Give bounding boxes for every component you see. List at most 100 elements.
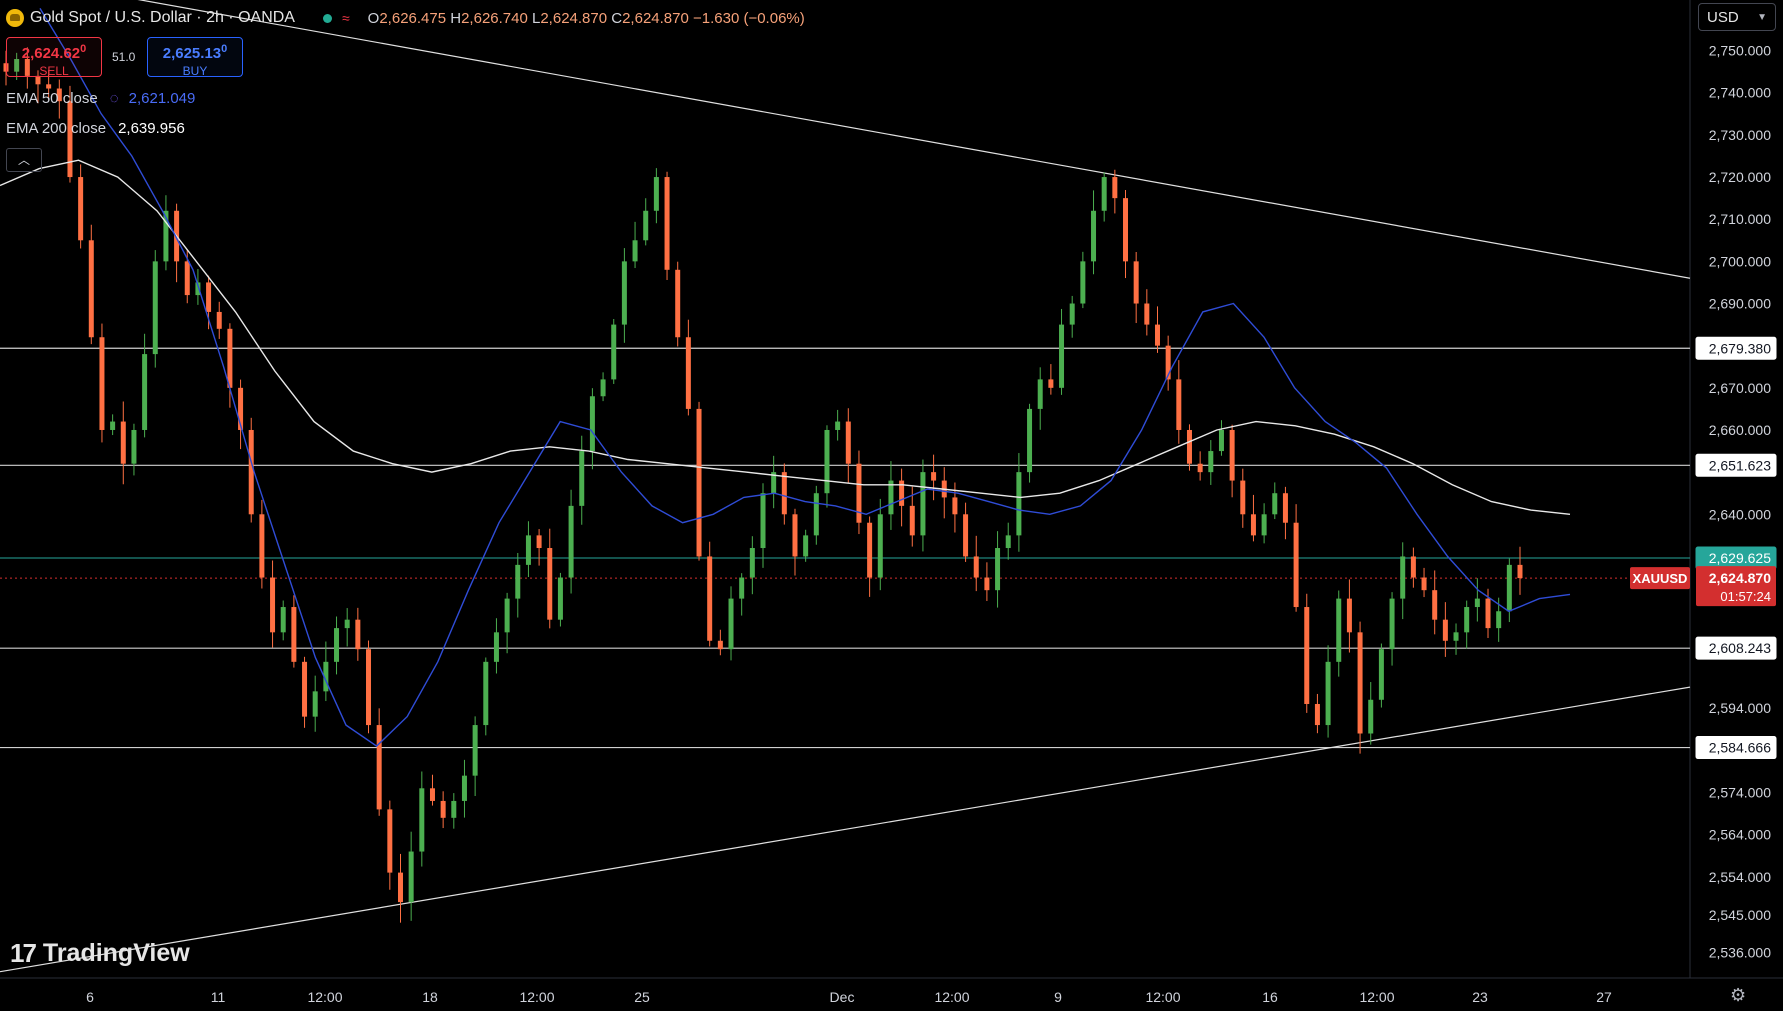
buy-button[interactable]: 2,625.130 BUY (147, 37, 243, 78)
candle-body (1506, 564, 1512, 612)
candle-body (739, 577, 745, 599)
ema200-line (0, 159, 1571, 515)
candle-body (707, 556, 713, 641)
candle-body (163, 210, 169, 262)
candle-body (1378, 649, 1384, 700)
candle-body (1208, 451, 1214, 473)
candle-body (600, 379, 606, 397)
candle-body (1218, 429, 1224, 452)
candle-body (1453, 632, 1459, 641)
candle-body (1368, 699, 1374, 734)
ema50-legend[interactable]: EMA 50 close ◌ 2,621.049 (6, 90, 195, 107)
candle-body (1240, 480, 1246, 515)
symbol-title[interactable]: Gold Spot / U.S. Dollar · 2h · OANDA (30, 9, 295, 26)
currency-select[interactable]: USD ▼ (1698, 3, 1776, 31)
candle-body (973, 556, 979, 578)
x-tick-label: 12:00 (307, 989, 342, 1005)
candle-body (1346, 598, 1352, 633)
x-tick-label: 16 (1262, 989, 1278, 1005)
candle-body (78, 177, 84, 241)
market-open-icon (322, 13, 332, 23)
candle-body (280, 607, 286, 633)
candle-body (1464, 607, 1470, 633)
candle-body (899, 480, 905, 506)
candle-body (621, 261, 627, 325)
symbol-tag-box (1630, 567, 1690, 590)
ema200-label: EMA 200 close (6, 120, 107, 137)
candle-body (46, 84, 52, 89)
candle-body (238, 387, 244, 430)
candle-body (1517, 564, 1523, 579)
ema200-legend[interactable]: EMA 200 close 2,639.956 (6, 120, 185, 137)
candle-body (227, 328, 233, 388)
level-label: 2,608.243 (1709, 640, 1771, 656)
candle-body (1421, 577, 1427, 591)
candle-body (877, 514, 883, 578)
candle-body (1293, 522, 1299, 608)
candle-body (984, 577, 990, 591)
candle-body (1250, 514, 1256, 536)
candle-body (259, 514, 265, 578)
candle-body (835, 421, 841, 430)
candle-body (131, 429, 137, 464)
ema50-value: 2,621.049 (128, 90, 196, 107)
sell-button[interactable]: 2,624.620 SELL (6, 37, 102, 78)
candle-body (525, 535, 531, 565)
level-label: 2,584.666 (1709, 740, 1771, 756)
candle-body (344, 619, 350, 629)
candle-body (195, 282, 201, 296)
collapse-legend-button[interactable]: ︿ (6, 148, 42, 172)
wave-icon: ≈ (341, 10, 350, 26)
y-tick-label: 2,545.000 (1709, 907, 1771, 923)
candle-body (675, 269, 681, 338)
level-label: 2,679.380 (1709, 340, 1771, 356)
ema50-label: EMA 50 close (6, 90, 98, 107)
candle-body (824, 429, 830, 494)
candle-body (728, 598, 734, 650)
candle-body (931, 472, 937, 481)
y-tick-label: 2,720.000 (1709, 169, 1771, 185)
candle-body (355, 619, 361, 650)
y-tick-label: 2,710.000 (1709, 211, 1771, 227)
gear-icon[interactable]: ⚙ (1730, 985, 1747, 1005)
candle-body (35, 75, 41, 85)
candle-body (24, 59, 30, 76)
level-label-box (1695, 336, 1777, 360)
candle-body (1069, 303, 1075, 325)
candle-body (67, 101, 73, 178)
candle-body (419, 788, 425, 852)
y-tick-label: 2,574.000 (1709, 785, 1771, 801)
y-tick-label: 2,690.000 (1709, 296, 1771, 312)
candle-body (643, 210, 649, 241)
y-tick-label: 2,730.000 (1709, 127, 1771, 143)
candle-body (867, 522, 873, 578)
x-tick-label: Dec (830, 989, 855, 1005)
candle-body (1229, 429, 1235, 481)
candle-body (1432, 590, 1438, 620)
ohlc-readout: O2,626.475 H2,626.740 L2,624.870 C2,624.… (367, 9, 805, 27)
spread-value: 51.0 (112, 50, 136, 64)
candle-body (1080, 261, 1086, 304)
candle-body (717, 640, 723, 650)
y-tick-label: 2,536.000 (1709, 945, 1771, 961)
candle-body (1112, 177, 1118, 199)
candle-body (472, 725, 478, 776)
candle-body (696, 408, 702, 557)
candle-body (1336, 598, 1342, 662)
candle-body (557, 577, 563, 620)
x-tick-label: 12:00 (519, 989, 554, 1005)
candle-body (547, 548, 553, 620)
x-tick-label: 25 (634, 989, 650, 1005)
x-tick-label: 6 (86, 989, 94, 1005)
candle-body (1357, 632, 1363, 734)
y-tick-label: 2,740.000 (1709, 85, 1771, 101)
candle-body (1091, 210, 1097, 262)
candle-body (920, 472, 926, 536)
candle-body (579, 451, 585, 506)
upper-trendline (137, 0, 1691, 279)
candle-body (56, 88, 62, 102)
candle-body (1282, 493, 1288, 523)
x-tick-label: 11 (211, 989, 226, 1005)
loading-cycle-icon: ◌ (109, 90, 119, 107)
